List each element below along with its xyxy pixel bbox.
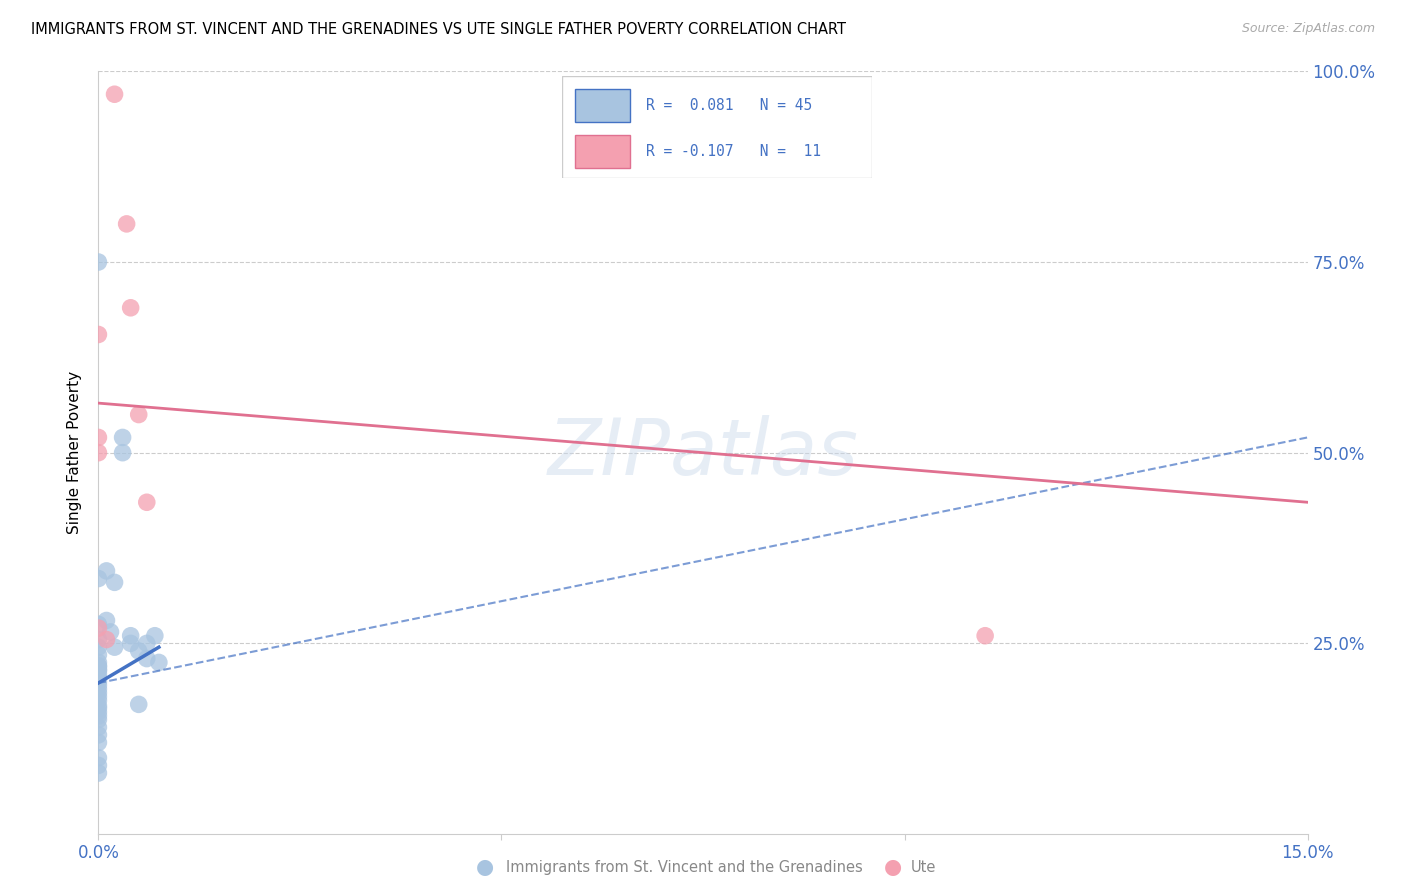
Point [87,728,110,742]
Point [87,659,110,673]
Point [87,708,110,723]
Point [96,614,118,628]
Text: R = -0.107   N =  11: R = -0.107 N = 11 [645,145,821,160]
Point [87,678,110,692]
Point [128,408,150,422]
Point [87,445,110,460]
Point [87,572,110,586]
FancyBboxPatch shape [562,76,872,178]
Y-axis label: Single Father Poverty: Single Father Poverty [67,371,83,534]
Point [135,636,157,650]
Point [148,656,170,670]
Point [87,663,110,677]
Point [128,698,150,712]
Point [87,690,110,704]
Point [87,758,110,772]
Point [87,656,110,670]
Point [143,629,166,643]
Point [100,624,122,639]
Point [135,651,157,665]
Point [974,629,997,643]
FancyBboxPatch shape [575,136,630,168]
Text: Immigrants from St. Vincent and the Grenadines: Immigrants from St. Vincent and the Gren… [506,860,863,874]
Point [87,698,110,713]
Point [87,720,110,734]
Point [103,575,125,590]
Text: IMMIGRANTS FROM ST. VINCENT AND THE GRENADINES VS UTE SINGLE FATHER POVERTY CORR: IMMIGRANTS FROM ST. VINCENT AND THE GREN… [31,22,846,37]
Point [87,327,110,342]
Point [87,686,110,700]
Text: Source: ZipAtlas.com: Source: ZipAtlas.com [1241,22,1375,36]
Point [87,632,110,647]
Point [87,659,110,673]
Point [87,648,110,662]
Point [87,671,110,685]
Point [87,640,110,655]
Point [87,430,110,444]
Point [87,693,110,707]
Point [87,674,110,689]
Text: ●: ● [884,857,901,877]
Point [128,644,150,658]
Text: R =  0.081   N = 45: R = 0.081 N = 45 [645,98,813,113]
Point [87,701,110,715]
Point [111,445,134,460]
Point [120,301,142,315]
Text: Ute: Ute [911,860,936,874]
Point [103,640,125,655]
Point [87,663,110,677]
Point [87,766,110,780]
Point [87,705,110,719]
FancyBboxPatch shape [575,89,630,122]
Text: ZIPatlas: ZIPatlas [547,415,859,491]
Point [96,632,118,647]
Point [120,636,142,650]
Point [87,713,110,727]
Point [87,617,110,632]
Point [87,682,110,697]
Point [87,666,110,681]
Point [115,217,138,231]
Point [96,564,118,578]
Point [135,495,157,509]
Point [120,629,142,643]
Point [87,621,110,635]
Point [111,430,134,444]
Point [87,750,110,764]
Point [87,255,110,269]
Point [103,87,125,102]
Point [87,735,110,749]
Text: ●: ● [477,857,494,877]
